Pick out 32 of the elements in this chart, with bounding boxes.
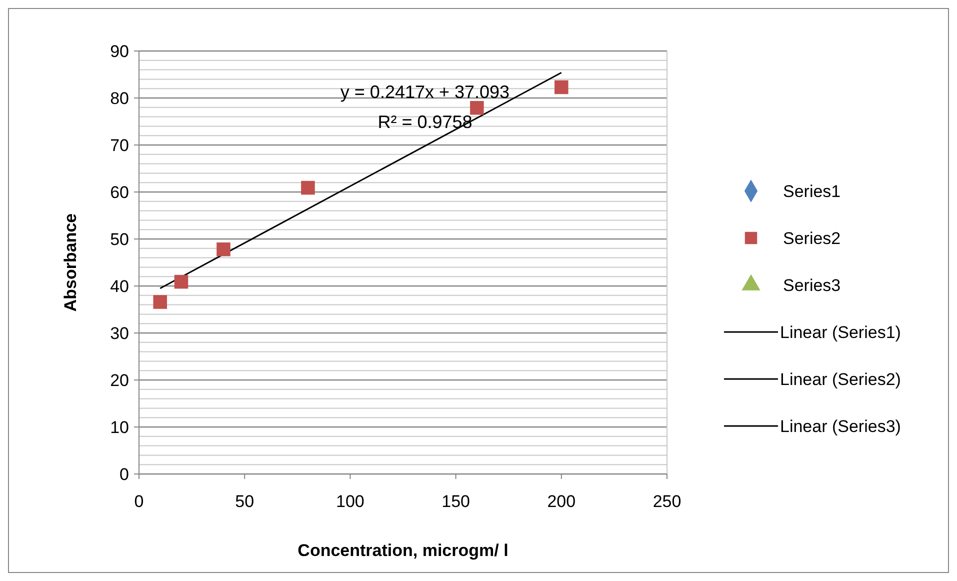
x-tick-label: 0 (134, 492, 144, 511)
x-axis-title: Concentration, microgm/ l (298, 541, 508, 560)
x-tick-label: 50 (235, 492, 254, 511)
x-tick-label: 150 (442, 492, 470, 511)
y-tick-label: 20 (110, 370, 129, 390)
y-tick-label: 90 (110, 42, 129, 61)
y-tick-label: 10 (110, 418, 129, 437)
annotation: R² = 0.9758 (378, 112, 472, 132)
legend-label: Linear (Series2) (780, 370, 901, 389)
y-tick-label: 60 (110, 182, 129, 202)
y-axis-title: Absorbance (61, 213, 80, 312)
y-tick-label: 40 (110, 276, 129, 296)
x-tick-label: 200 (547, 492, 576, 511)
annotation: y = 0.2417x + 37.093 (340, 82, 510, 102)
y-tick-label: 0 (120, 464, 129, 484)
y-tick-label: 80 (110, 88, 129, 108)
point (301, 180, 315, 195)
x-tick-label: 250 (652, 492, 682, 511)
y-tick-label: 30 (110, 324, 129, 343)
point (174, 274, 188, 289)
x-tick-label: 100 (336, 492, 364, 511)
point (470, 100, 484, 115)
legend-label: Linear (Series1) (780, 322, 901, 342)
legend-label: Series1 (783, 182, 841, 201)
y-tick-label: 70 (110, 136, 129, 155)
legend-label: Linear (Series3) (780, 416, 901, 436)
point (216, 242, 230, 256)
point (153, 295, 168, 309)
point (554, 80, 568, 94)
y-tick-label: 50 (110, 230, 129, 249)
legend-label: Series3 (783, 276, 841, 295)
legend-label: Series2 (783, 228, 841, 248)
